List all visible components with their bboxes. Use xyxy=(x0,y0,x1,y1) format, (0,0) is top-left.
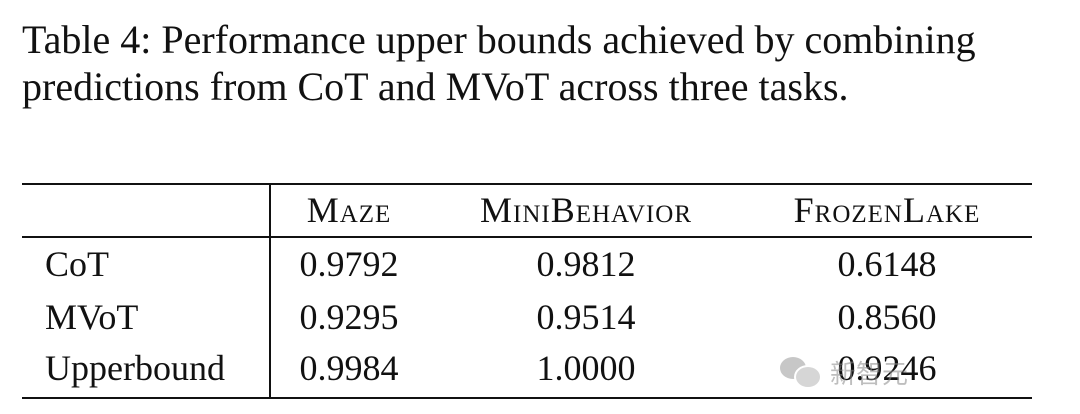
row-label-cot: CoT xyxy=(45,244,110,284)
table-column-divider xyxy=(269,184,271,397)
watermark-text: 新智元 xyxy=(830,359,909,390)
column-header-minibehavior: MiniBehavior xyxy=(480,190,692,230)
cell-cot-minibehavior: 0.9812 xyxy=(536,244,636,284)
table-header-rule xyxy=(22,236,1032,238)
column-header-frozenlake: FrozenLake xyxy=(793,190,981,230)
row-label-mvot: MVoT xyxy=(45,297,139,337)
watermark: 新智元 xyxy=(780,350,908,394)
table-top-rule xyxy=(22,183,1032,185)
table-caption: Table 4: Performance upper bounds achiev… xyxy=(22,17,976,109)
table-bottom-rule xyxy=(22,397,1032,399)
cell-mvot-minibehavior: 0.9514 xyxy=(536,297,636,337)
cell-upperbound-maze: 0.9984 xyxy=(299,348,399,388)
cell-cot-maze: 0.9792 xyxy=(299,244,399,284)
cell-upperbound-minibehavior: 1.0000 xyxy=(536,348,636,388)
cell-mvot-frozenlake: 0.8560 xyxy=(837,297,937,337)
column-header-maze: Maze xyxy=(306,190,392,230)
cell-upperbound-frozenlake: 0.9246 xyxy=(837,348,937,388)
cell-mvot-maze: 0.9295 xyxy=(299,297,399,337)
wechat-icon xyxy=(780,355,822,389)
row-label-upperbound: Upperbound xyxy=(45,348,225,388)
cell-cot-frozenlake: 0.6148 xyxy=(837,244,937,284)
